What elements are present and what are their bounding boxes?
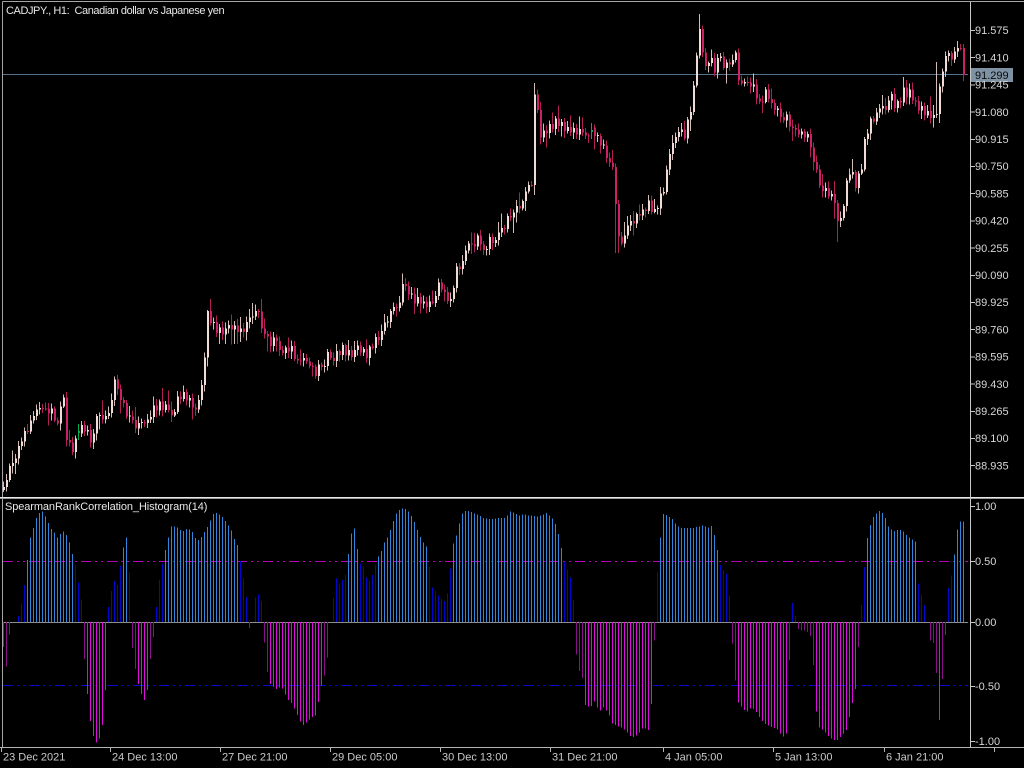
svg-text:27 Dec 21:00: 27 Dec 21:00 (222, 752, 287, 764)
svg-text:89.100: 89.100 (975, 433, 1009, 445)
svg-text:24 Dec 13:00: 24 Dec 13:00 (112, 752, 177, 764)
svg-text:30 Dec 13:00: 30 Dec 13:00 (442, 752, 507, 764)
svg-text:0.00: 0.00 (975, 617, 996, 629)
svg-text:29 Dec 05:00: 29 Dec 05:00 (332, 752, 397, 764)
svg-text:89.925: 89.925 (975, 297, 1009, 309)
svg-text:89.265: 89.265 (975, 406, 1009, 418)
svg-text:4 Jan 05:00: 4 Jan 05:00 (665, 752, 723, 764)
svg-text:91.245: 91.245 (975, 80, 1009, 92)
svg-text:89.760: 89.760 (975, 324, 1009, 336)
svg-text:90.255: 90.255 (975, 243, 1009, 255)
svg-text:5 Jan 13:00: 5 Jan 13:00 (775, 752, 833, 764)
svg-text:89.595: 89.595 (975, 352, 1009, 364)
svg-text:91.080: 91.080 (975, 107, 1009, 119)
svg-text:6 Jan 21:00: 6 Jan 21:00 (886, 752, 944, 764)
svg-text:-0.50: -0.50 (975, 681, 1000, 693)
svg-text:31 Dec 21:00: 31 Dec 21:00 (552, 752, 617, 764)
svg-text:89.430: 89.430 (975, 379, 1009, 391)
svg-text:90.420: 90.420 (975, 216, 1009, 228)
svg-text:CADJPY., H1: Canadian dollar: CADJPY., H1: Canadian dollar vs Japanese… (6, 5, 224, 17)
svg-text:90.585: 90.585 (975, 188, 1009, 200)
svg-text:1.00: 1.00 (975, 501, 996, 513)
svg-text:90.915: 90.915 (975, 134, 1009, 146)
svg-text:91.299: 91.299 (975, 70, 1009, 82)
svg-text:90.090: 90.090 (975, 270, 1009, 282)
svg-text:91.575: 91.575 (975, 25, 1009, 37)
svg-text:SpearmanRankCorrelation_Histog: SpearmanRankCorrelation_Histogram(14) (5, 501, 207, 513)
svg-text:23 Dec 2021: 23 Dec 2021 (3, 752, 65, 764)
svg-text:88.935: 88.935 (975, 460, 1009, 472)
svg-text:90.750: 90.750 (975, 161, 1009, 173)
svg-text:0.50: 0.50 (975, 556, 996, 568)
svg-text:-1.00: -1.00 (975, 736, 1000, 748)
svg-text:91.410: 91.410 (975, 52, 1009, 64)
